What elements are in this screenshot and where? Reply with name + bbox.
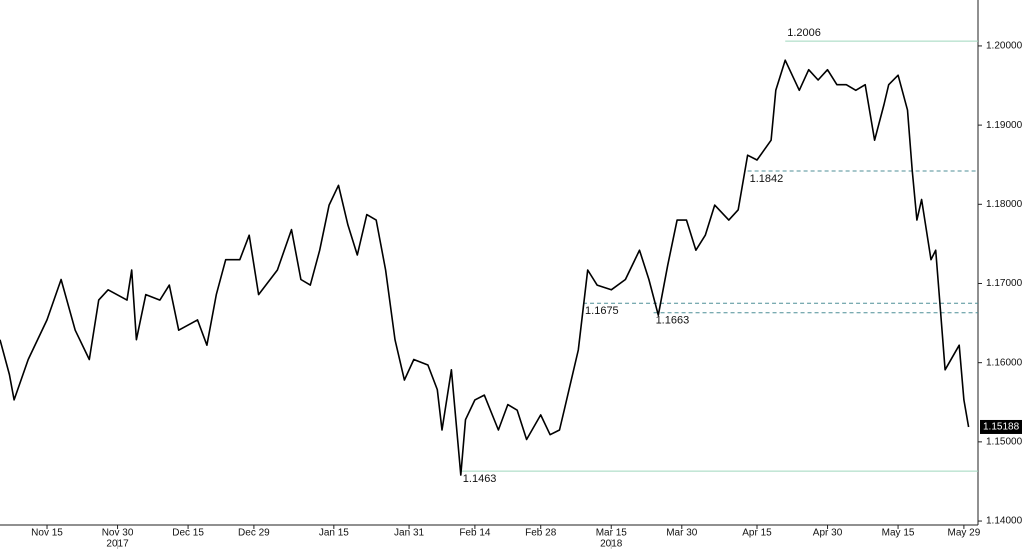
x-tick-label: Jan 31 (394, 528, 424, 539)
level-label: 1.2006 (787, 27, 821, 39)
last-value-box (980, 419, 1022, 434)
x-tick-label: Apr 15 (742, 528, 772, 539)
y-tick-label: 1.18000 (986, 199, 1023, 210)
y-tick-label: 1.15000 (986, 436, 1023, 447)
level-label: 1.1675 (585, 305, 619, 317)
x-tick-label: Mar 30 (666, 528, 698, 539)
x-tick-label: Dec 29 (238, 528, 270, 539)
level-label: 1.1663 (656, 315, 690, 327)
y-tick-label: 1.20000 (986, 41, 1023, 52)
x-tick-label: Mar 15 (596, 528, 628, 539)
x-tick-label: Feb 14 (459, 528, 491, 539)
x-tick-label: May 15 (882, 528, 915, 539)
y-tick-label: 1.17000 (986, 278, 1023, 289)
x-tick-label: Apr 30 (813, 528, 843, 539)
last-value-label: 1.15188 (983, 422, 1020, 433)
x-tick-label: Nov 15 (31, 528, 63, 539)
x-tick-label: Jan 15 (319, 528, 349, 539)
year-label: 2018 (600, 539, 623, 549)
x-tick-label: Nov 30 (102, 528, 134, 539)
x-tick-label: Dec 15 (172, 528, 204, 539)
x-tick-label: May 29 (947, 528, 980, 539)
y-tick-label: 1.19000 (986, 120, 1023, 131)
year-label: 2017 (106, 539, 129, 549)
x-tick-label: Feb 28 (525, 528, 557, 539)
y-tick-label: 1.14000 (986, 516, 1023, 527)
level-label: 1.1842 (750, 173, 784, 185)
y-tick-label: 1.16000 (986, 357, 1023, 368)
level-label: 1.1463 (463, 473, 497, 485)
price-line (0, 59, 970, 476)
